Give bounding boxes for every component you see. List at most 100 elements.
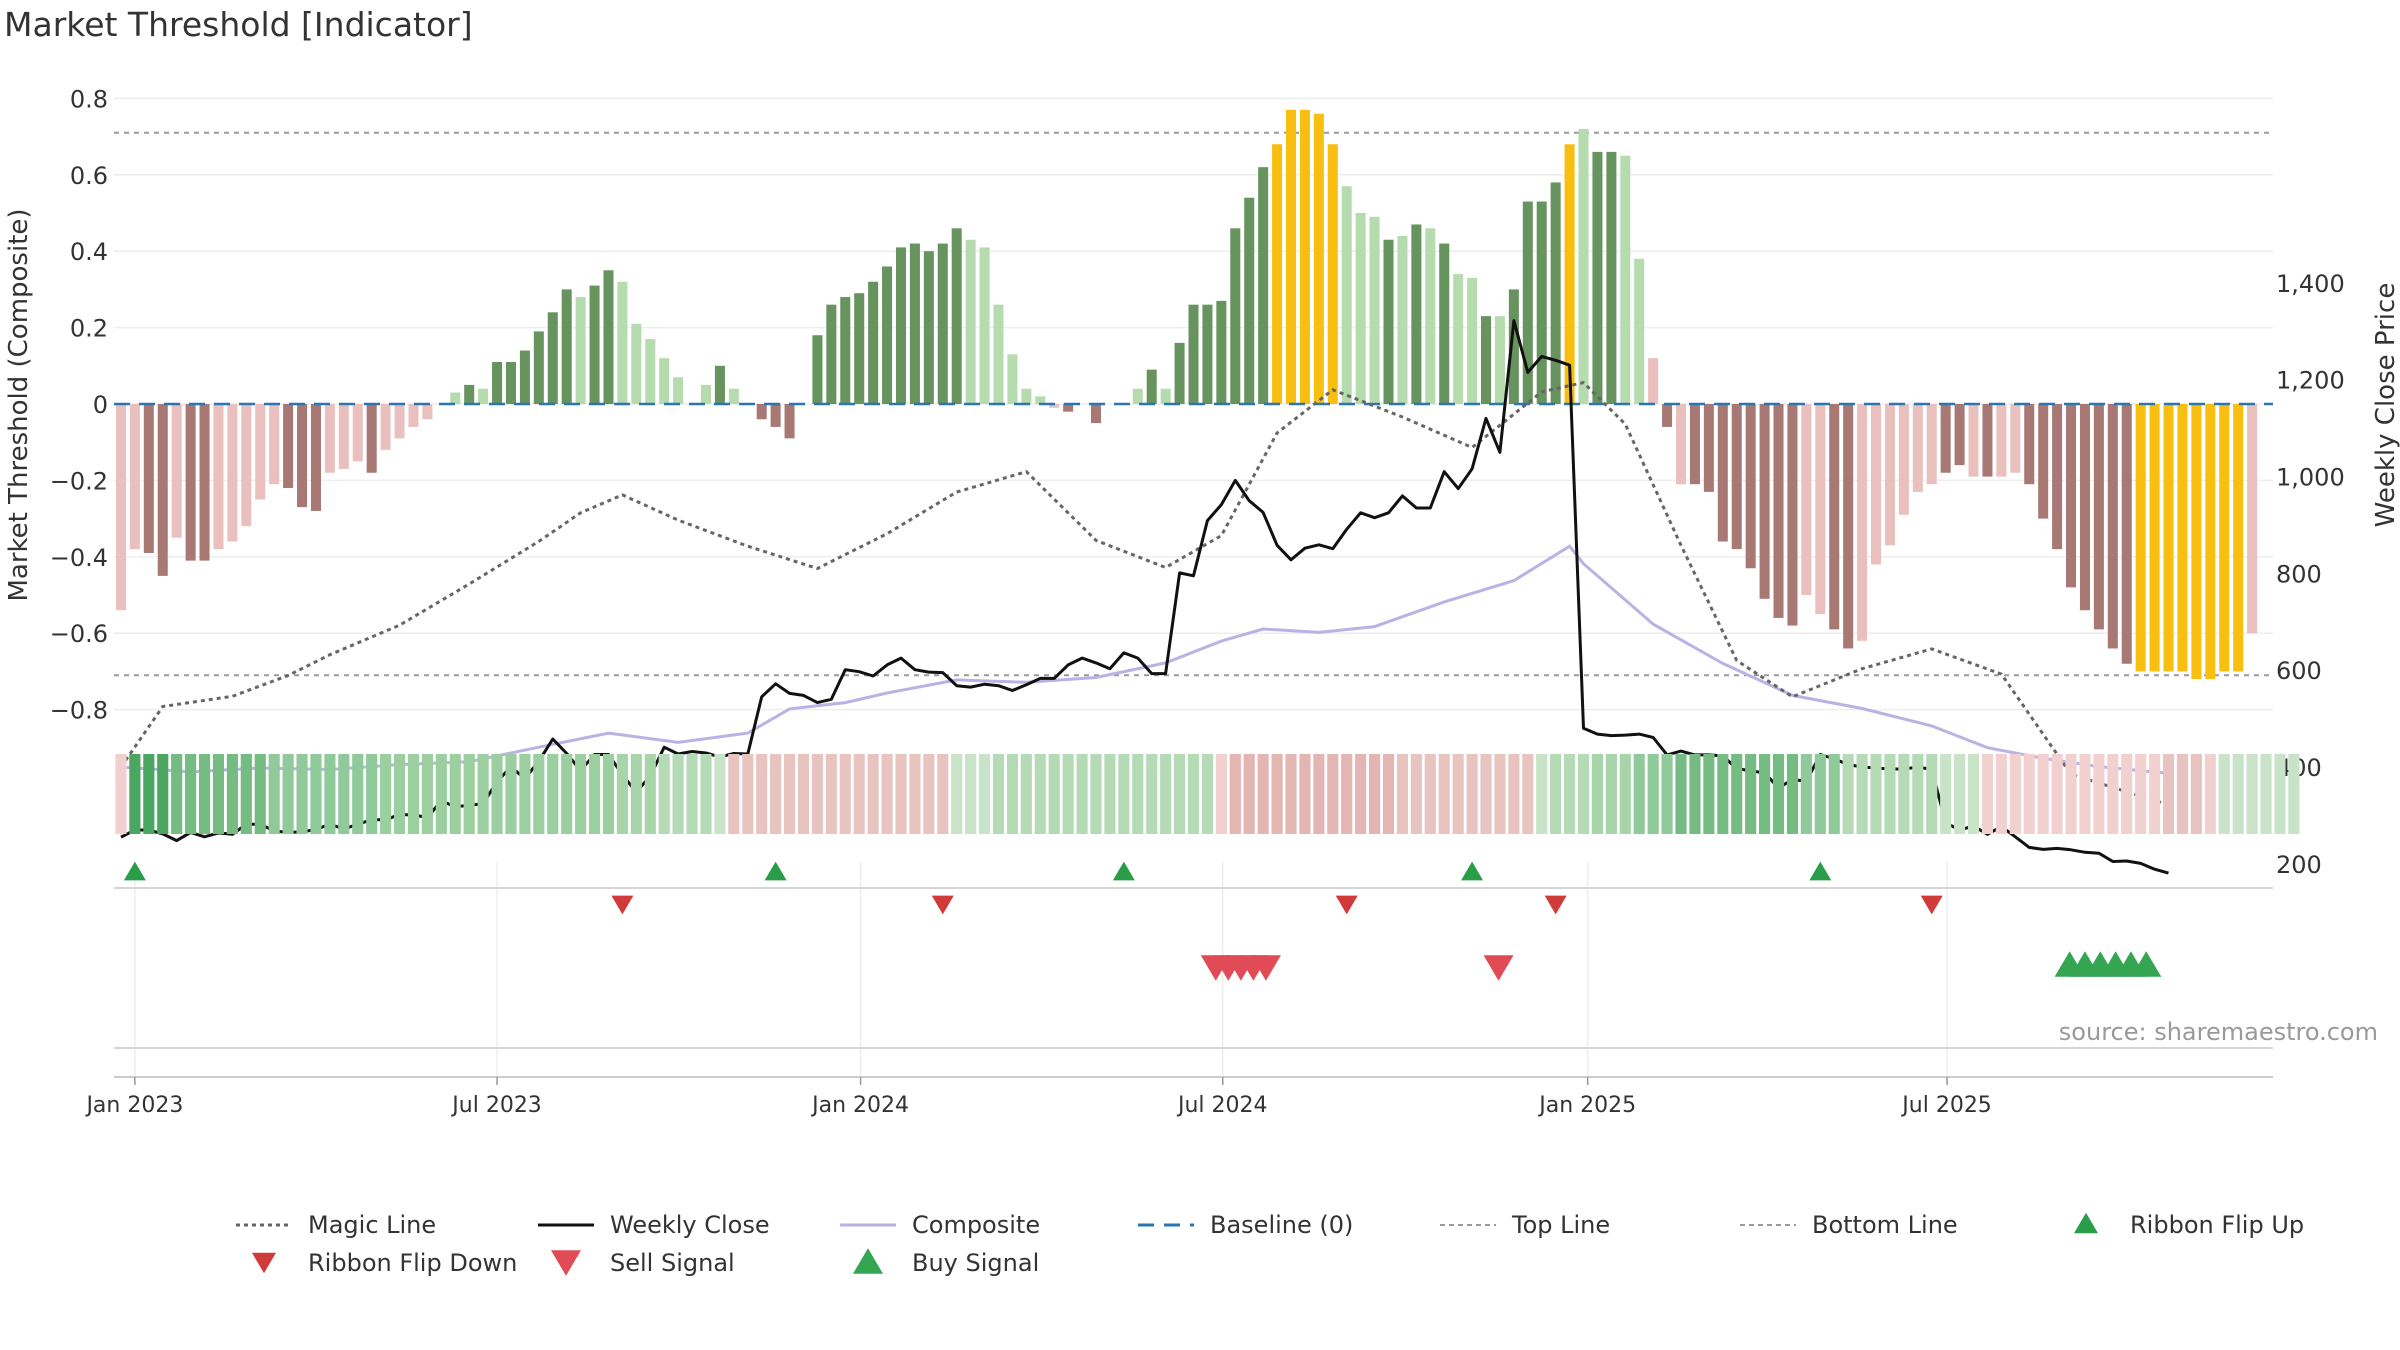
- legend-label-7: Ribbon Flip Down: [308, 1249, 517, 1277]
- composite-bar-11: [269, 404, 280, 485]
- composite-bar-32: [561, 289, 572, 404]
- ribbon-flip-down-0: [611, 895, 634, 915]
- composite-bar-53: [854, 293, 865, 404]
- ribbon-cell-89: [1355, 754, 1367, 834]
- y2-tick-label-6: 200: [2276, 851, 2322, 879]
- y-tick-label-3: 0.2: [70, 315, 108, 343]
- legend-item-3: Baseline (0): [1138, 1211, 1353, 1239]
- ribbon-cell-107: [1605, 754, 1617, 834]
- composite-bar-60: [951, 228, 962, 404]
- composite-bar-36: [617, 281, 628, 404]
- ribbon-cell-12: [282, 754, 294, 834]
- ribbon-cell-121: [1800, 754, 1812, 834]
- composite-bar-142: [2093, 404, 2104, 630]
- buy-signal-5: [2131, 951, 2162, 977]
- weekly-close-line: [120, 319, 2169, 875]
- composite-bar-152: [2233, 404, 2244, 672]
- ribbon-cell-79: [1215, 754, 1227, 834]
- composite-bar-99: [1494, 316, 1505, 404]
- composite-bar-153: [2247, 404, 2258, 634]
- composite-bar-123: [1829, 404, 1840, 630]
- legend-label-5: Bottom Line: [1812, 1211, 1958, 1239]
- legend-label-8: Sell Signal: [610, 1249, 735, 1277]
- ribbon-cell-132: [1954, 754, 1966, 834]
- composite-bar-66: [1035, 396, 1046, 404]
- composite-bar-103: [1550, 182, 1561, 404]
- composite-bar-115: [1717, 404, 1728, 542]
- ribbon-cell-148: [2176, 754, 2189, 834]
- composite-bar-37: [631, 323, 642, 404]
- y2-tick-label-1: 1,200: [2276, 367, 2345, 395]
- ribbon-flip-down-2: [1335, 895, 1358, 915]
- composite-bar-145: [2135, 404, 2146, 672]
- composite-bar-121: [1801, 404, 1812, 595]
- ribbon-cell-139: [2051, 754, 2063, 834]
- composite-bar-62: [979, 247, 990, 404]
- ribbon-cell-116: [1731, 754, 1743, 834]
- composite-bar-22: [422, 404, 433, 420]
- ribbon-cell-0: [115, 754, 127, 834]
- ribbon-cell-4: [171, 754, 183, 834]
- ribbon-cell-86: [1313, 754, 1325, 834]
- ribbon-cell-63: [992, 754, 1005, 834]
- composite-bar-67: [1049, 404, 1060, 408]
- y-tick-label-5: −0.2: [50, 467, 108, 495]
- ribbon-cell-117: [1745, 754, 1757, 834]
- ribbon-cell-102: [1536, 754, 1548, 834]
- ribbon-cell-133: [1967, 754, 1980, 834]
- composite-bar-20: [394, 404, 405, 439]
- ribbon-cell-137: [2023, 754, 2035, 834]
- ribbon-cell-3: [157, 754, 169, 834]
- composite-bar-34: [589, 285, 600, 404]
- ribbon-cell-28: [505, 754, 517, 834]
- composite-bar-42: [700, 384, 711, 404]
- legend-marker-flip-up: [2074, 1212, 2098, 1234]
- composite-bar-139: [2052, 404, 2063, 550]
- x-tick-label-2: Jan 2024: [810, 1093, 909, 1118]
- ribbon-cell-93: [1410, 754, 1422, 834]
- ribbon-cell-65: [1020, 754, 1032, 834]
- ribbon-cell-29: [519, 754, 531, 834]
- y2-axis-label: Weekly Close Price: [2371, 283, 2400, 528]
- ribbon-cell-118: [1759, 754, 1771, 834]
- composite-bar-107: [1606, 151, 1617, 404]
- composite-bar-68: [1063, 404, 1074, 412]
- y-tick-label-8: −0.8: [50, 697, 108, 725]
- ribbon-cell-101: [1522, 754, 1534, 834]
- ribbon-cell-18: [366, 754, 378, 834]
- ribbon-cell-125: [1856, 754, 1868, 834]
- composite-bar-148: [2177, 404, 2188, 672]
- ribbon-cell-68: [1062, 754, 1074, 834]
- ribbon-cell-46: [756, 754, 768, 834]
- ribbon-cell-108: [1619, 754, 1631, 834]
- ribbon-cell-54: [867, 754, 879, 834]
- x-axis: Jan 2023 Jul 2023 Jan 2024 Jul 2024 Jan 2025…: [84, 1076, 2273, 1118]
- y-tick-label-2: 0.4: [70, 238, 108, 266]
- ribbon-cell-119: [1772, 754, 1785, 834]
- composite-bar-59: [937, 243, 948, 404]
- ribbon-cell-77: [1187, 754, 1200, 834]
- ribbon-cell-27: [491, 754, 503, 834]
- ribbon-cell-144: [2121, 754, 2133, 834]
- composite-bar-135: [1996, 404, 2007, 477]
- composite-bar-85: [1299, 109, 1310, 405]
- ribbon-cell-76: [1174, 754, 1186, 834]
- ribbon-cell-113: [1689, 754, 1701, 834]
- legend-item-0: Magic Line: [236, 1211, 436, 1239]
- legend-item-7: Ribbon Flip Down: [252, 1249, 517, 1277]
- ribbon-cell-5: [185, 754, 197, 834]
- ribbon-cell-70: [1090, 754, 1102, 834]
- composite-bar-47: [770, 404, 781, 427]
- ribbon-cell-114: [1703, 754, 1715, 834]
- composite-bar-140: [2066, 404, 2077, 588]
- ribbon-cell-23: [435, 754, 447, 834]
- composite-bars: [114, 109, 2273, 680]
- ribbon-cell-96: [1452, 754, 1464, 834]
- y2-tick-label-0: 1,400: [2276, 270, 2345, 298]
- x-tick-label-0: Jan 2023: [84, 1093, 183, 1118]
- ribbon-cell-41: [686, 754, 698, 834]
- composite-bar-110: [1648, 358, 1659, 404]
- ribbon-cell-7: [212, 754, 225, 834]
- composite-bar-100: [1508, 289, 1519, 404]
